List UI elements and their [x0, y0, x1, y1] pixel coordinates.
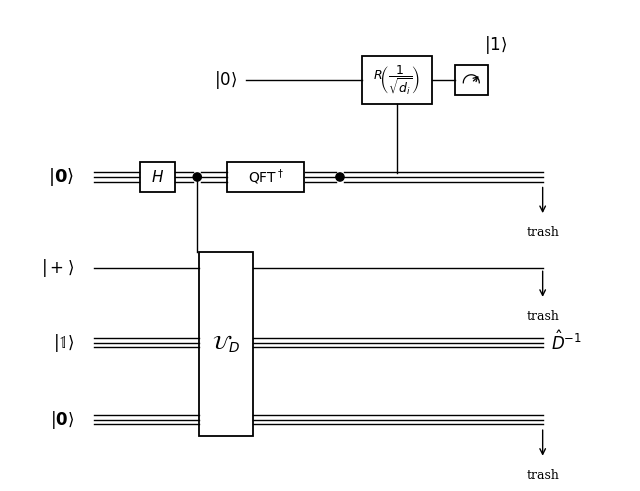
Text: $|0\rangle$: $|0\rangle$: [214, 69, 237, 91]
Circle shape: [336, 173, 344, 181]
Text: $|\mathbf{0}\rangle$: $|\mathbf{0}\rangle$: [51, 409, 74, 431]
Text: $|1\rangle$: $|1\rangle$: [484, 33, 507, 55]
Bar: [362, 55, 432, 104]
Text: $|+\rangle$: $|+\rangle$: [42, 257, 74, 279]
Bar: [227, 162, 304, 192]
Text: $\mathrm{QFT}^\dagger$: $\mathrm{QFT}^\dagger$: [248, 167, 284, 187]
Text: trash: trash: [526, 469, 559, 482]
Text: $|\mathbb{1}\rangle$: $|\mathbb{1}\rangle$: [53, 331, 74, 354]
Bar: [455, 65, 488, 95]
Text: trash: trash: [526, 310, 559, 323]
Text: $R\!\left(\dfrac{1}{\sqrt{d_i}}\right)$: $R\!\left(\dfrac{1}{\sqrt{d_i}}\right)$: [373, 63, 420, 97]
Text: $\hat{D}^{-1}$: $\hat{D}^{-1}$: [551, 331, 582, 355]
Text: trash: trash: [526, 226, 559, 239]
Bar: [140, 162, 175, 192]
Bar: [198, 252, 253, 436]
Text: $\mathcal{U}_D$: $\mathcal{U}_D$: [212, 333, 240, 355]
Text: $H$: $H$: [151, 169, 164, 185]
Circle shape: [193, 173, 202, 181]
Text: $|\mathbf{0}\rangle$: $|\mathbf{0}\rangle$: [49, 166, 74, 188]
